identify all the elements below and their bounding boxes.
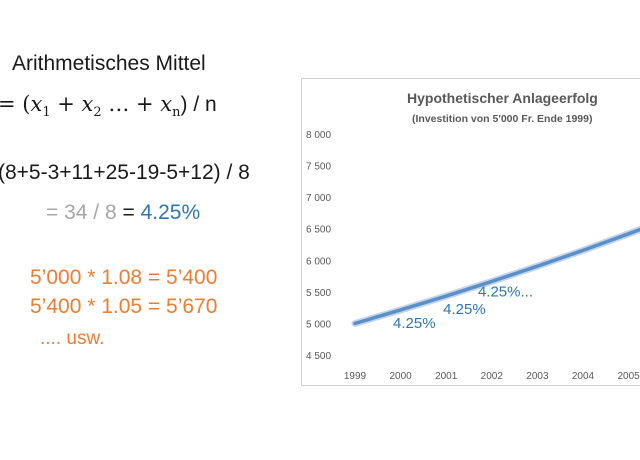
investment-chart: Hypothetischer Anlageerfolg (Investition… [301,78,640,386]
formula-dots: … + [101,92,161,116]
chart-svg: Hypothetischer Anlageerfolg (Investition… [306,90,640,382]
chart-title: Hypothetischer Anlageerfolg [407,90,598,106]
formula-sub-1: 1 [42,105,51,121]
x-tick-label: 2003 [526,371,549,382]
slide-title: Arithmetisches Mittel [12,52,206,75]
formula-lhs: = ( [0,92,31,116]
example-line-2: 5’400 * 1.05 = 5’670 [30,295,218,318]
growth-annotation: 4.25% [443,301,486,318]
series-line [353,227,640,326]
x-tick-label: 1999 [344,371,367,382]
y-tick-label: 7 000 [306,193,331,204]
x-tick-label: 2001 [435,371,458,382]
result-equals: = [116,201,141,224]
chart-subtitle: (Investition von 5'000 Fr. Ende 1999) [412,113,592,125]
y-tick-label: 5 500 [306,288,331,299]
y-tick-label: 6 500 [306,225,331,236]
example-continuation: .... usw. [40,328,105,349]
mean-formula: = (x1 + x2 … + xn) / n [0,92,217,120]
formula-x1: x [30,92,43,116]
y-tick-label: 7 500 [306,162,331,173]
formula-xn: x [160,92,173,116]
formula-sub-n: n [172,105,181,121]
x-tick-label: 2004 [572,371,595,382]
x-tick-label: 2002 [481,371,504,382]
example-line-1: 5’000 * 1.08 = 5’400 [30,266,218,289]
formula-rhs: ) / n [180,93,217,116]
x-tick-label: 2000 [389,371,412,382]
growth-annotation: 4.25%... [478,283,533,300]
y-tick-label: 8 000 [306,130,331,141]
formula-plus: + [50,92,82,116]
formula-x2: x [81,92,94,116]
formula-sub-2: 2 [93,105,102,121]
result-value: 4.25% [140,201,201,224]
y-tick-label: 6 000 [306,256,331,267]
y-tick-label: 5 000 [306,319,331,330]
result-prefix: = 34 / 8 [46,201,117,224]
y-tick-label: 4 500 [306,351,331,362]
result-line: = 34 / 8 = 4.25% [46,201,200,225]
calculation-line: (8+5-3+11+25-19-5+12) / 8 [0,161,250,184]
series-line-glow [351,225,640,327]
growth-annotation: 4.25% [393,315,436,332]
x-tick-label: 2005 [617,371,640,382]
